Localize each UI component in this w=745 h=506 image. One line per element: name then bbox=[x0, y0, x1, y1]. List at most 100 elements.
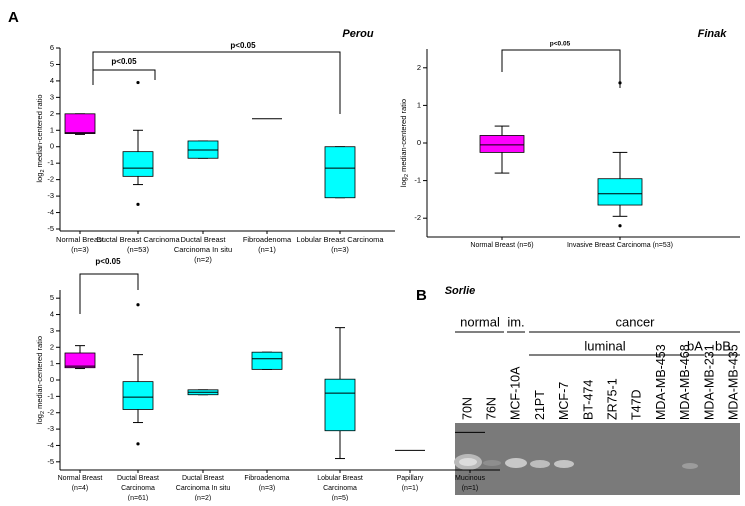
y-tick-label: -2 bbox=[47, 175, 54, 184]
lane-label: MDA-MB-468 bbox=[678, 344, 692, 420]
box bbox=[251, 351, 283, 370]
x-tick-label: (n=53) bbox=[127, 245, 149, 254]
x-tick-label: Papillary bbox=[397, 475, 424, 482]
gel-band bbox=[530, 460, 550, 468]
y-label-rest: median-centered ratio bbox=[35, 336, 44, 411]
box bbox=[324, 146, 356, 199]
significance-bracket bbox=[92, 51, 341, 114]
group-label: luminal bbox=[584, 338, 625, 353]
y-axis-label: log2 median-centered ratio bbox=[399, 99, 410, 187]
lane-label: MCF-10A bbox=[509, 366, 523, 420]
outlier bbox=[136, 202, 140, 206]
y-tick-label: -4 bbox=[47, 440, 54, 449]
y-label-base: log bbox=[35, 414, 44, 424]
y-tick-label: -1 bbox=[414, 176, 421, 185]
y-tick-label: 2 bbox=[50, 109, 54, 118]
x-tick-label: (n=5) bbox=[332, 495, 349, 501]
lane-label: 21PT bbox=[533, 390, 547, 420]
gel-band bbox=[459, 458, 477, 466]
y-tick-label: 1 bbox=[50, 125, 54, 134]
x-tick-label: Invasive Breast Carcinoma (n=53) bbox=[567, 242, 673, 249]
significance-bracket bbox=[92, 69, 156, 85]
y-tick-label: 0 bbox=[50, 375, 54, 384]
y-tick-label: 2 bbox=[50, 342, 54, 351]
x-tick-label: Normal Breast bbox=[56, 235, 105, 244]
x-tick-label: Ductal Breast Carcinoma bbox=[96, 235, 180, 244]
y-tick-label: 5 bbox=[50, 293, 54, 302]
x-tick-label: Fibroadenoma bbox=[243, 235, 292, 244]
group-label: bB bbox=[715, 338, 731, 353]
y-tick-label: -3 bbox=[47, 191, 54, 200]
annotation: p<0.05 bbox=[111, 57, 137, 66]
y-label-base: log bbox=[399, 177, 408, 187]
box bbox=[479, 135, 525, 153]
x-tick-label: Normal Breast (n=6) bbox=[470, 242, 533, 249]
outlier bbox=[136, 442, 140, 446]
x-tick-label: Carcinoma bbox=[323, 485, 357, 492]
chart-title: Perou bbox=[342, 28, 373, 40]
box bbox=[122, 381, 154, 410]
y-label-rest: median-centered ratio bbox=[35, 94, 44, 169]
box bbox=[122, 151, 154, 177]
box bbox=[324, 378, 356, 432]
y-tick-label: 0 bbox=[50, 142, 54, 151]
x-tick-label: (n=3) bbox=[259, 485, 276, 492]
y-tick-label: 5 bbox=[50, 59, 54, 68]
group-label: im. bbox=[507, 314, 524, 329]
x-tick-label: Ductal Breast bbox=[117, 475, 159, 482]
chart-title: Sorlie bbox=[445, 285, 476, 297]
x-tick-label: Mucinous bbox=[455, 475, 485, 482]
y-label-sub: 2 bbox=[40, 169, 46, 172]
annotation: p<0.05 bbox=[230, 41, 256, 50]
x-tick-label: (n=61) bbox=[128, 495, 148, 501]
lane-label: BT-474 bbox=[581, 380, 595, 420]
annotation: p<0.05 bbox=[95, 257, 121, 266]
y-tick-label: 4 bbox=[50, 310, 54, 319]
panel-label: A bbox=[8, 9, 19, 26]
x-tick-label: Fibroadenoma bbox=[244, 475, 289, 482]
x-tick-label: Ductal Breast bbox=[182, 475, 224, 482]
y-tick-label: -1 bbox=[47, 391, 54, 400]
x-tick-label: Lobular Breast Carcinoma bbox=[296, 235, 384, 244]
x-tick-label: (n=3) bbox=[331, 245, 349, 254]
chart-title: Finak bbox=[698, 28, 728, 40]
outlier bbox=[136, 303, 140, 307]
outlier bbox=[136, 80, 140, 85]
x-tick-label: (n=2) bbox=[195, 495, 212, 501]
lane-label: T47D bbox=[630, 389, 644, 420]
y-tick-label: 3 bbox=[50, 92, 54, 101]
y-label-base: log bbox=[35, 173, 44, 183]
group-label: normal bbox=[460, 314, 500, 329]
panel-label: B bbox=[416, 287, 427, 304]
gel-band bbox=[682, 463, 698, 469]
significance-bracket bbox=[501, 49, 621, 88]
lane-label: 76N bbox=[484, 397, 498, 420]
gel-band bbox=[554, 460, 574, 468]
box bbox=[597, 178, 643, 206]
x-tick-label: Carcinoma In situ bbox=[176, 485, 231, 492]
lane-label: MDA-MB-453 bbox=[654, 344, 668, 420]
lane-label: ZR75-1 bbox=[605, 378, 619, 420]
y-tick-label: -1 bbox=[47, 158, 54, 167]
y-label-rest: median-centered ratio bbox=[399, 99, 408, 174]
y-tick-label: 4 bbox=[50, 76, 54, 85]
significance-bracket bbox=[79, 273, 139, 314]
x-tick-label: (n=1) bbox=[402, 485, 419, 492]
y-tick-label: 2 bbox=[417, 63, 421, 72]
x-tick-label: Lobular Breast bbox=[317, 475, 363, 482]
y-tick-label: -5 bbox=[47, 224, 54, 233]
lane-label: MDA-MB-435 bbox=[726, 344, 740, 420]
x-tick-label: (n=1) bbox=[462, 485, 479, 492]
y-tick-label: 0 bbox=[417, 138, 421, 147]
y-tick-label: -3 bbox=[47, 424, 54, 433]
x-tick-label: Ductal Breast bbox=[180, 235, 226, 244]
lane-label: MDA-MB-231 bbox=[702, 344, 716, 420]
x-tick-label: (n=2) bbox=[194, 255, 212, 264]
outlier bbox=[618, 224, 622, 228]
y-tick-label: -5 bbox=[47, 457, 54, 466]
y-tick-label: -2 bbox=[47, 408, 54, 417]
y-tick-label: 6 bbox=[50, 43, 54, 52]
x-tick-label: Normal Breast bbox=[58, 475, 103, 482]
y-label-sub: 2 bbox=[404, 174, 410, 177]
